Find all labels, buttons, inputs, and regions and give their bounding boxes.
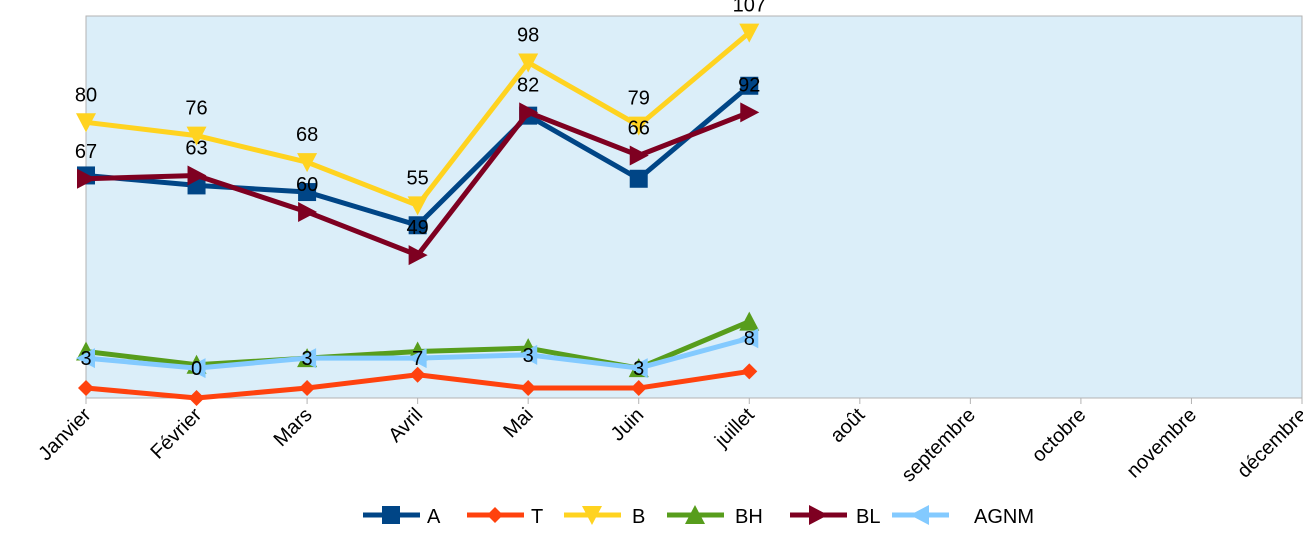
series-bl	[77, 102, 760, 266]
legend-label: BH	[735, 506, 763, 528]
data-label: 55	[407, 167, 429, 189]
data-label: 0	[191, 358, 202, 380]
legend-label: BL	[856, 506, 880, 528]
x-tick-label: septembre	[898, 404, 980, 486]
data-label: 80	[75, 84, 97, 106]
data-point	[77, 168, 96, 189]
data-point	[186, 358, 206, 379]
legend-marker	[582, 506, 602, 525]
data-point	[630, 380, 647, 397]
data-point	[188, 390, 205, 406]
data-point	[628, 358, 648, 379]
data-label: 7	[412, 348, 423, 370]
data-label: 76	[185, 98, 207, 120]
data-label: 92	[738, 74, 760, 96]
x-tick-label: Février	[147, 404, 207, 464]
x-axis: Janvier Février Mars Avril Mai Juin juillet aoû…	[34, 397, 1303, 486]
data-point	[518, 53, 539, 73]
data-point	[739, 328, 759, 349]
x-tick-label: octobre	[1028, 404, 1091, 467]
data-point	[299, 380, 316, 397]
data-label: 3	[80, 348, 91, 370]
data-point	[629, 169, 648, 188]
data-point	[78, 380, 94, 397]
legend-marker	[685, 505, 705, 524]
data-point	[76, 348, 95, 369]
data-point	[407, 348, 427, 369]
data-label: 3	[523, 345, 534, 367]
series-b	[76, 23, 760, 216]
data-label: 68	[296, 124, 318, 146]
data-point	[739, 23, 760, 43]
series-agnm	[76, 328, 759, 379]
data-label: 63	[185, 137, 207, 159]
data-point	[187, 165, 207, 186]
x-tick-label: juillet	[710, 404, 759, 453]
legend-label: B	[632, 506, 645, 528]
legend: A T B BH BL AGNM	[363, 505, 1034, 528]
legend-label: T	[531, 506, 543, 528]
series-t	[78, 363, 758, 406]
data-point	[297, 348, 317, 369]
data-label: 3	[633, 358, 644, 380]
data-point	[739, 311, 760, 331]
data-label: 79	[628, 88, 650, 110]
data-point	[407, 196, 428, 216]
x-tick-label: décembre	[1233, 404, 1303, 482]
data-labels: 80 76 68 55 98 79 107 67 63 60 49 82 66 92 3 0 3 7 3 3 8	[75, 0, 766, 380]
series-layer	[76, 23, 760, 406]
x-tick-label: Mai	[499, 404, 537, 442]
plot-area	[85, 15, 1303, 399]
data-point	[76, 113, 96, 133]
data-point	[629, 145, 649, 166]
data-point	[409, 366, 426, 383]
data-point	[740, 76, 759, 95]
legend-marker	[809, 505, 828, 525]
data-point	[741, 363, 758, 380]
x-tick-label: Avril	[384, 404, 427, 447]
legend-item-agnm: AGNM	[892, 505, 1034, 528]
data-point	[740, 102, 760, 123]
x-tick-label: août	[826, 404, 869, 447]
legend-marker	[910, 505, 929, 525]
data-point	[520, 380, 537, 397]
data-point	[297, 153, 318, 173]
data-label: 3	[302, 348, 313, 370]
data-point	[298, 201, 318, 222]
legend-item-bh: BH	[667, 505, 763, 528]
data-label: 49	[407, 217, 429, 239]
data-point	[408, 216, 427, 235]
legend-marker	[487, 507, 503, 523]
legend-label: AGNM	[974, 506, 1034, 528]
data-point	[519, 102, 539, 123]
data-point	[408, 245, 428, 266]
data-point	[186, 126, 207, 146]
x-tick-label: Janvier	[34, 404, 95, 465]
data-label: 98	[517, 25, 539, 47]
data-point	[628, 116, 649, 136]
x-tick-label: novembre	[1123, 404, 1201, 482]
data-label: 82	[517, 74, 539, 96]
data-point	[518, 344, 538, 365]
legend-marker	[382, 506, 400, 524]
legend-item-bl: BL	[790, 505, 880, 528]
x-tick-label: Juin	[607, 404, 649, 446]
data-label: 67	[75, 141, 97, 163]
legend-item-b: B	[564, 506, 645, 528]
data-point	[298, 183, 317, 202]
x-tick-label: Mars	[270, 404, 317, 451]
legend-item-t: T	[467, 506, 543, 528]
data-label: 107	[733, 0, 766, 17]
data-label: 60	[296, 174, 318, 196]
legend-item-a: A	[363, 506, 441, 528]
data-label: 66	[628, 118, 650, 140]
legend-label: A	[427, 506, 441, 528]
data-label: 8	[744, 328, 755, 350]
